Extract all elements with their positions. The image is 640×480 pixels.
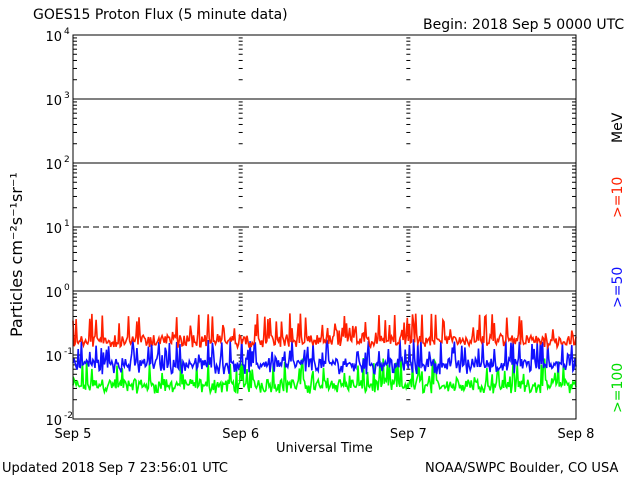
x-tick-label: Sep 7 <box>390 427 427 442</box>
y-tick-label: 10 <box>45 94 62 109</box>
y-axis-label: Particles cm⁻²s⁻¹sr⁻¹ <box>7 172 26 337</box>
y-tick-label: 10 <box>45 414 62 429</box>
unit-label-mev: MeV <box>610 112 626 143</box>
y-tick-exponent: 0 <box>64 283 70 293</box>
updated-timestamp: Updated 2018 Sep 7 23:56:01 UTC <box>2 461 229 476</box>
chart-title: GOES15 Proton Flux (5 minute data) <box>33 7 288 23</box>
y-tick-exponent: 2 <box>64 155 70 165</box>
y-tick-label: 10 <box>45 30 62 45</box>
series-layer <box>72 313 577 396</box>
series-line <box>72 337 577 375</box>
x-tick-label: Sep 8 <box>558 427 595 442</box>
y-tick-exponent: 1 <box>64 219 70 229</box>
y-tick-exponent: -2 <box>64 411 73 421</box>
x-tick-labels: Sep 5 Sep 6 Sep 7 Sep 8 <box>55 427 595 442</box>
plot-frame <box>72 34 577 420</box>
begin-time-label: Begin: 2018 Sep 5 0000 UTC <box>423 17 625 33</box>
x-axis-label: Universal Time <box>276 441 373 456</box>
series-line <box>72 313 577 351</box>
series-label-ge10: >=10 <box>610 176 626 218</box>
y-tick-label: 10 <box>45 350 62 365</box>
y-tick-exponent: 3 <box>64 91 70 101</box>
series-label-ge50: >=50 <box>610 266 626 308</box>
y-tick-exponent: -1 <box>64 347 73 357</box>
source-credit: NOAA/SWPC Boulder, CO USA <box>425 461 619 476</box>
x-tick-label: Sep 5 <box>55 427 92 442</box>
y-tick-label: 10 <box>45 158 62 173</box>
y-tick-label: 10 <box>45 222 62 237</box>
x-tick-label: Sep 6 <box>222 427 259 442</box>
series-line <box>72 357 577 396</box>
y-tick-exponent: 4 <box>64 27 70 37</box>
series-label-ge100: >=100 <box>610 362 626 413</box>
y-tick-label: 10 <box>45 286 62 301</box>
